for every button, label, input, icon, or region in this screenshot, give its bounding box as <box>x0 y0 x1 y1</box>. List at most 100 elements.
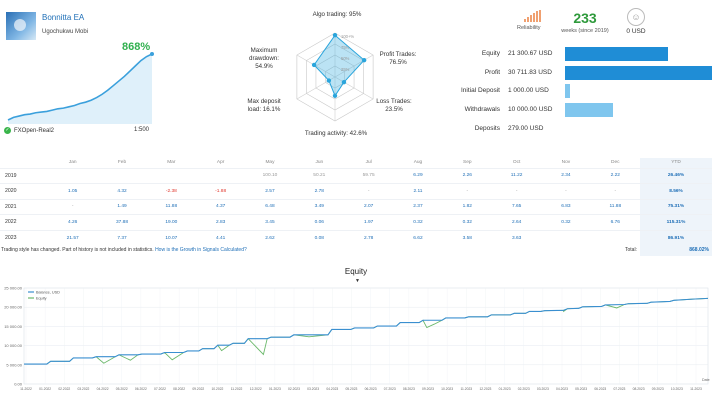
month-return-cell[interactable] <box>590 229 640 246</box>
month-return-cell[interactable]: - <box>48 198 98 215</box>
month-return-cell[interactable]: 6.76 <box>590 214 640 230</box>
month-return-cell[interactable]: 11.88 <box>590 198 640 215</box>
radar-axis-label[interactable]: Loss Trades: 23.5% <box>376 98 412 113</box>
month-return-cell[interactable]: -1.88 <box>195 183 246 199</box>
legend-label[interactable]: Balance, USD <box>36 291 60 295</box>
equity-chart[interactable]: 25 000.00 20 000.00 15 000.00 10 000.00 5 00… <box>0 282 712 398</box>
month-return-cell[interactable]: 1.82 <box>442 198 492 215</box>
month-return-cell[interactable]: 1.97 <box>343 214 394 230</box>
month-return-cell[interactable]: 1.49 <box>97 198 147 215</box>
month-return-cell[interactable]: 6.48 <box>245 198 295 215</box>
month-return-cell[interactable]: 2.07 <box>343 198 394 215</box>
x-tick-label: 03.2023 <box>537 387 549 391</box>
total-value: 868.02% <box>640 244 712 256</box>
growth-calc-link[interactable]: How is the Growth in Signals Calculated? <box>155 247 247 253</box>
month-return-cell[interactable]: 4.32 <box>97 183 147 199</box>
balance-series-line[interactable] <box>24 297 709 365</box>
subscribers-stat[interactable]: ☺ 0 USD <box>622 8 650 35</box>
month-return-cell[interactable]: - <box>491 183 542 199</box>
month-return-cell[interactable]: 0.32 <box>442 214 492 230</box>
radar-axis-label[interactable]: Maximum drawdown: 54.9% <box>249 47 279 70</box>
month-return-cell[interactable]: 6.29 <box>393 167 443 184</box>
month-return-cell[interactable] <box>146 167 196 184</box>
year-cell: 2022 <box>0 214 48 230</box>
table-header-cell: Mar <box>167 160 176 166</box>
month-return-cell[interactable]: - <box>343 183 394 199</box>
month-return-cell[interactable]: - <box>541 183 591 199</box>
signal-name[interactable]: Bonnitta EA <box>42 13 85 22</box>
x-tick-label: 04.2022 <box>97 387 109 391</box>
month-return-cell[interactable]: 4.37 <box>195 198 246 215</box>
month-return-cell[interactable]: -2.38 <box>146 183 196 199</box>
legend-label[interactable]: Equity <box>36 297 47 301</box>
month-return-cell[interactable]: 59.75 <box>343 167 394 184</box>
x-tick-label: 11.2022 <box>231 387 243 391</box>
radar-axis-label[interactable]: Trading activity: 42.6% <box>304 130 368 137</box>
broker-account[interactable]: ✓ FXOpen-Real2 <box>4 127 54 134</box>
month-return-cell[interactable] <box>195 167 246 184</box>
history-note-text: Trading style has changed. Part of histo… <box>1 247 154 253</box>
month-return-cell[interactable]: 11.88 <box>146 198 196 215</box>
dropdown-caret-icon[interactable]: ▼ <box>355 278 360 284</box>
month-return-cell[interactable]: 100.10 <box>245 167 295 184</box>
month-return-cell[interactable]: 21.57 <box>48 229 98 246</box>
table-header-cell: Jun <box>315 160 324 166</box>
month-return-cell[interactable]: 1.05 <box>48 183 98 199</box>
fin-bar <box>565 66 712 80</box>
month-return-cell[interactable] <box>48 167 98 184</box>
month-return-cell[interactable]: 2.57 <box>245 183 295 199</box>
radar-axis-label[interactable]: Profit Trades: 76.5% <box>379 51 417 66</box>
fin-value: 1 000.00 USD <box>508 87 549 94</box>
radar-point <box>326 78 332 83</box>
x-tick-label: 08.2023 <box>633 387 645 391</box>
month-return-cell[interactable] <box>541 229 591 246</box>
month-return-cell[interactable]: 3.58 <box>442 229 492 246</box>
radar-axis-label[interactable]: Max deposit load: 16.1% <box>247 98 281 113</box>
month-return-cell[interactable]: 10.07 <box>146 229 196 246</box>
month-return-cell[interactable]: 2.83 <box>195 214 246 230</box>
x-tick-label: 04.2023 <box>556 387 568 391</box>
month-return-cell[interactable]: 7.37 <box>97 229 147 246</box>
month-return-cell[interactable]: 6.62 <box>393 229 443 246</box>
month-return-cell[interactable]: 2.78 <box>294 183 344 199</box>
month-return-cell[interactable]: 2.78 <box>343 229 394 246</box>
month-return-cell[interactable]: 2.34 <box>541 167 591 184</box>
signal-avatar[interactable] <box>6 12 36 40</box>
fin-row-profit: Profit 30 711.83 USD <box>452 65 712 82</box>
signal-author[interactable]: Ugochukwu Mobi <box>42 29 89 35</box>
month-return-cell[interactable]: 19.00 <box>146 214 196 230</box>
month-return-cell[interactable]: 6.83 <box>541 198 591 215</box>
month-return-cell[interactable]: 0.08 <box>294 229 344 246</box>
month-return-cell[interactable]: 0.32 <box>393 214 443 230</box>
reliability-bars-icon <box>524 10 545 22</box>
month-return-cell[interactable]: 3.63 <box>491 229 542 246</box>
month-return-cell[interactable]: 0.06 <box>294 214 344 230</box>
month-return-cell[interactable]: 37.88 <box>97 214 147 230</box>
month-return-cell[interactable]: 2.62 <box>245 229 295 246</box>
x-tick-label: 05.2023 <box>345 387 357 391</box>
month-return-cell[interactable]: 2.26 <box>442 167 492 184</box>
year-cell: 2019 <box>0 167 48 184</box>
month-return-cell[interactable]: 2.11 <box>393 183 443 199</box>
month-return-cell[interactable]: 0.32 <box>541 214 591 230</box>
month-return-cell[interactable]: - <box>590 183 640 199</box>
month-return-cell[interactable]: 3.49 <box>294 198 344 215</box>
month-return-cell[interactable]: 11.22 <box>491 167 542 184</box>
month-return-cell[interactable]: 3.45 <box>245 214 295 230</box>
x-tick-label: 11.2022 <box>20 387 32 391</box>
weeks-value: 233 <box>573 10 597 26</box>
month-return-cell[interactable]: 50.21 <box>294 167 344 184</box>
equity-chart-title[interactable]: Equity <box>344 267 368 276</box>
month-return-cell[interactable] <box>97 167 147 184</box>
month-return-cell[interactable]: 4.26 <box>48 214 98 230</box>
month-return-cell[interactable]: - <box>442 183 492 199</box>
month-return-cell[interactable]: 2.64 <box>491 214 542 230</box>
radar-axis-label[interactable]: Algo trading: 95% <box>312 11 362 18</box>
month-return-cell[interactable]: 4.41 <box>195 229 246 246</box>
fin-label: Profit <box>484 69 500 76</box>
reliability-badge[interactable]: Reliability <box>517 10 545 36</box>
month-return-cell[interactable]: 7.65 <box>491 198 542 215</box>
month-return-cell[interactable]: 2.22 <box>590 167 640 184</box>
month-return-cell[interactable]: 2.37 <box>393 198 443 215</box>
verified-check-icon: ✓ <box>4 127 11 134</box>
